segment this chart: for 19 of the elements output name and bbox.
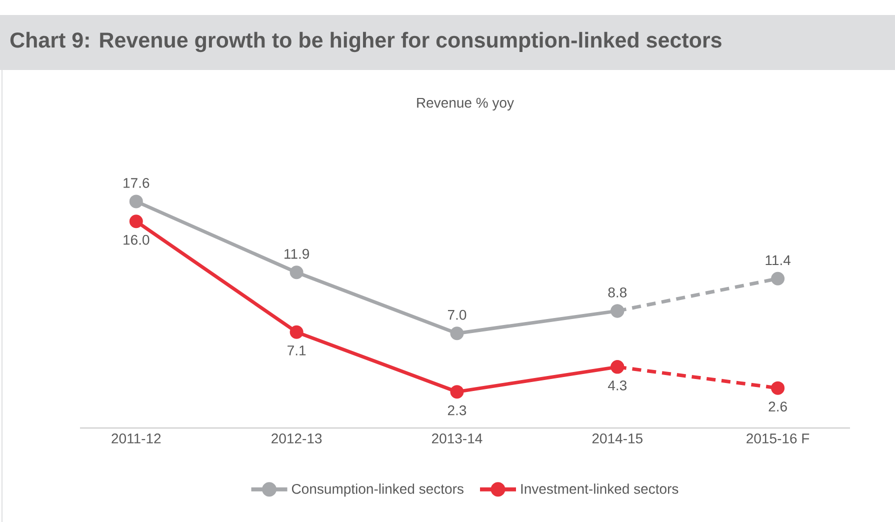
- x-tick-label: 2011-12: [112, 433, 161, 444]
- x-tick-label: 2012-13: [272, 433, 322, 444]
- chart-title: Chart 9: Revenue growth to be higher for consumption-linked sectors: [10, 32, 722, 52]
- data-label: 16.0: [124, 234, 150, 245]
- x-tick-label: 2015-16 F: [746, 433, 810, 444]
- data-label: 4.3: [608, 380, 627, 390]
- legend-label: Consumption-linked sectors: [292, 483, 464, 496]
- data-label: 17.6: [124, 178, 150, 188]
- data-label: 2.3: [448, 405, 466, 416]
- data-label: 2.6: [768, 401, 787, 412]
- x-tick-label: 2014-15: [592, 433, 642, 444]
- data-label: 7.1: [288, 345, 306, 356]
- data-label: 7.0: [448, 310, 466, 320]
- data-label: 8.8: [608, 287, 627, 298]
- legend-label: Investment-linked sectors: [521, 483, 678, 494]
- data-label: 11.9: [284, 248, 310, 259]
- x-tick-label: 2013-14: [432, 433, 482, 444]
- data-label: 11.4: [766, 255, 790, 265]
- chart-subtitle: Revenue % yoy: [417, 98, 514, 110]
